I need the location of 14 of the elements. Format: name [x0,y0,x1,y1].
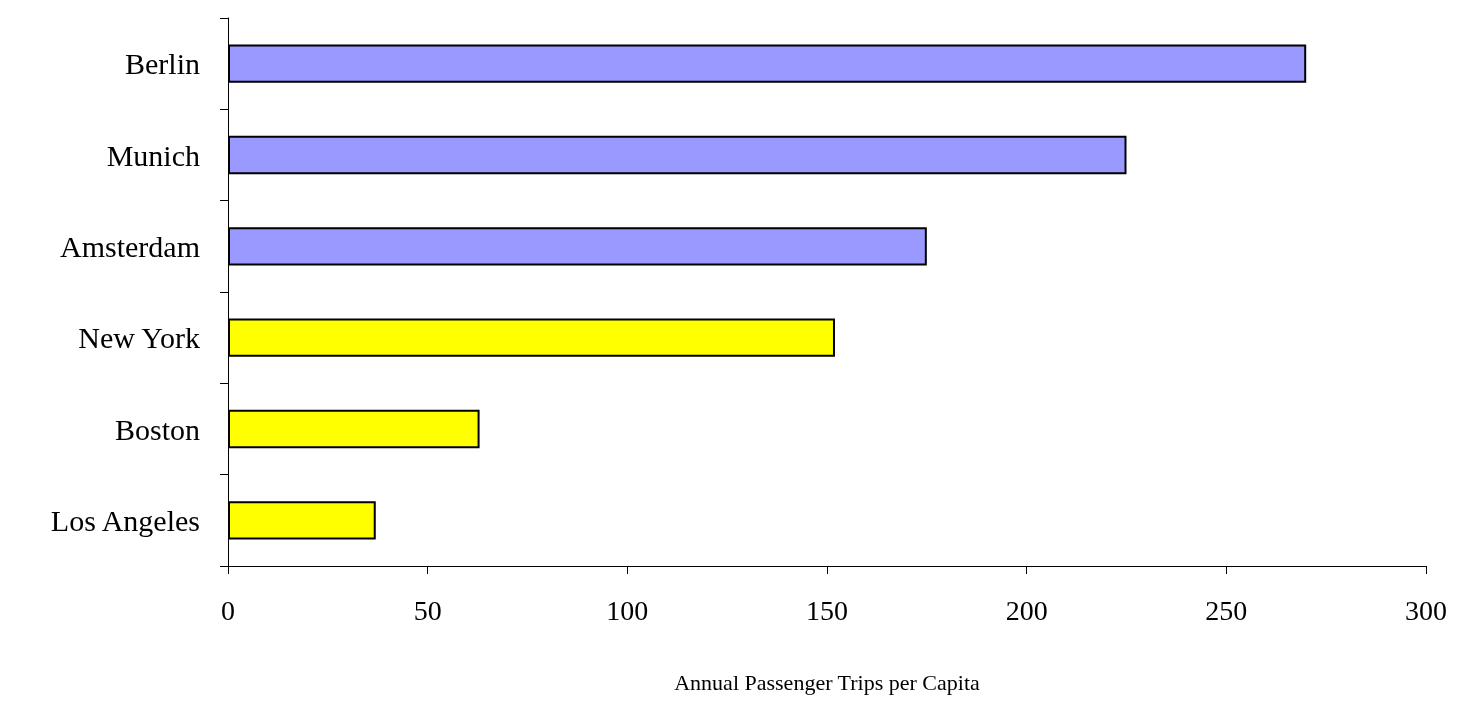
y-tick-label: Berlin [125,47,200,81]
y-tick-label: New York [78,321,200,355]
x-tick-label: 150 [806,594,848,626]
x-tick-label: 0 [221,594,235,626]
x-tick-label: 100 [606,594,649,626]
x-tick-label: 200 [1005,594,1048,626]
y-tick-label: Boston [114,412,200,446]
y-tick-label: Los Angeles [50,503,200,537]
x-tick-label: 250 [1205,594,1248,626]
x-axis-title: Annual Passenger Trips per Capita [674,669,980,695]
y-tick-label: Munich [106,138,200,172]
x-tick-label: 50 [413,594,442,626]
y-tick-label: Amsterdam [60,229,200,263]
x-tick-label: 300 [1405,594,1447,626]
